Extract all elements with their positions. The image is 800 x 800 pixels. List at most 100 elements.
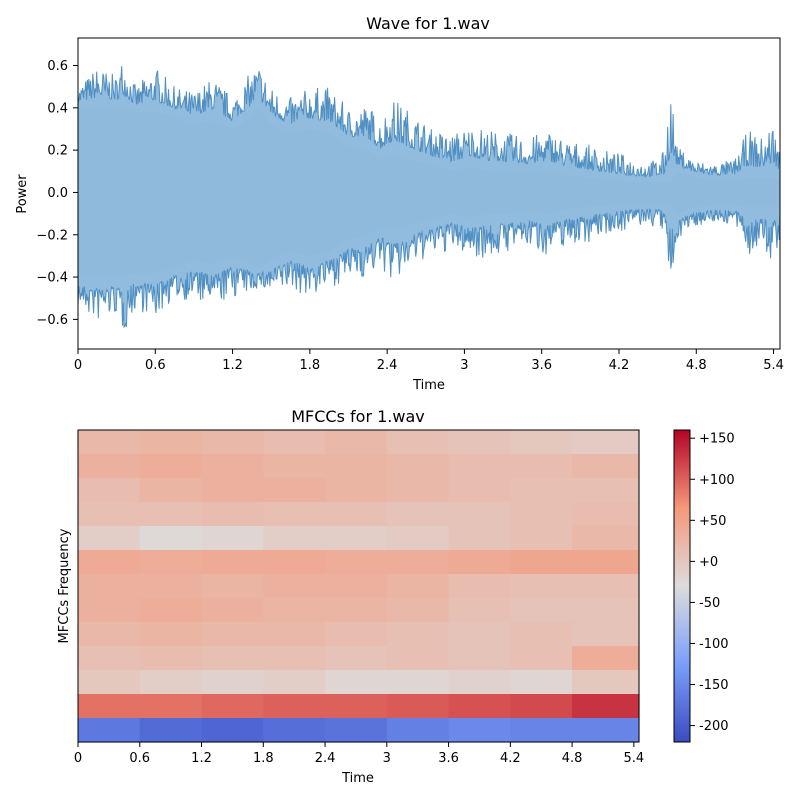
mfcc-cell — [78, 622, 141, 647]
colorbar-gradient — [673, 429, 691, 743]
mfcc-cell — [386, 430, 450, 455]
mfcc-y-label: MFCCs Frequency — [57, 528, 72, 643]
waveform-x-tick-label: 3.6 — [531, 358, 552, 373]
colorbar-tick-label: -150 — [699, 678, 729, 693]
waveform-x-tick-label: 0.6 — [145, 358, 166, 373]
mfcc-cell — [572, 550, 640, 575]
mfcc-cell — [448, 670, 511, 695]
mfcc-cell — [139, 646, 203, 671]
colorbar: +150 +100 +50 +0 -50 -100 -150 -200 — [673, 429, 735, 743]
mfcc-x-tick-label: 0.6 — [129, 751, 150, 766]
waveform-x-tick-label: 4.8 — [686, 358, 707, 373]
mfcc-cell — [325, 670, 388, 695]
mfcc-cell — [448, 430, 511, 455]
mfcc-cell — [572, 670, 640, 695]
mfcc-x-tick-label: 3.6 — [438, 751, 459, 766]
mfcc-cell — [448, 478, 511, 503]
mfcc-x-tick-label: 4.2 — [500, 751, 521, 766]
mfcc-cell — [263, 478, 326, 503]
mfcc-cell — [386, 574, 450, 599]
mfcc-cell — [448, 526, 511, 551]
colorbar-tick-label: +150 — [699, 432, 735, 447]
mfcc-cell — [139, 502, 203, 527]
mfcc-cell — [448, 694, 511, 719]
waveform-axes-frame — [77, 37, 781, 350]
mfcc-cell — [78, 598, 141, 623]
mfcc-x-label: Time — [341, 771, 374, 786]
mfcc-cell — [139, 670, 203, 695]
mfcc-cell — [386, 454, 450, 479]
mfcc-cell — [201, 502, 264, 527]
mfcc-cell — [78, 550, 141, 575]
mfcc-cell — [386, 550, 450, 575]
mfcc-cell — [201, 430, 264, 455]
waveform-x-tick-label: 4.2 — [609, 358, 630, 373]
mfcc-cell — [386, 670, 450, 695]
mfcc-cell — [78, 454, 141, 479]
mfcc-cell — [510, 478, 573, 503]
mfcc-x-tick-label: 1.8 — [253, 751, 274, 766]
waveform-x-tick-label: 1.2 — [222, 358, 243, 373]
mfcc-cell — [448, 646, 511, 671]
mfcc-cell — [510, 670, 573, 695]
mfcc-cell — [139, 430, 203, 455]
mfcc-cell — [263, 718, 326, 743]
waveform-y-tick-label: 0.6 — [47, 59, 68, 74]
mfcc-cell — [448, 550, 511, 575]
mfcc-cell — [201, 550, 264, 575]
mfcc-cell — [78, 502, 141, 527]
mfcc-cell — [325, 526, 388, 551]
mfcc-cell — [386, 694, 450, 719]
mfcc-cell — [325, 718, 388, 743]
waveform-x-tick-label: 5.4 — [763, 358, 784, 373]
waveform-y-axis: −0.6 −0.4 −0.2 0.0 0.2 0.4 0.6 — [36, 59, 78, 328]
mfcc-cell — [263, 550, 326, 575]
mfcc-cell — [139, 478, 203, 503]
mfcc-cell — [448, 718, 511, 743]
mfcc-axes-frame — [77, 429, 640, 743]
waveform-y-label: Power — [15, 174, 30, 214]
mfcc-cell — [201, 526, 264, 551]
mfcc-cell — [201, 574, 264, 599]
mfcc-cell — [572, 646, 640, 671]
mfcc-cell — [139, 574, 203, 599]
mfcc-cell — [325, 478, 388, 503]
waveform-x-axis: 0 0.6 1.2 1.8 2.4 3 3.6 4.2 4.8 5.4 — [74, 349, 784, 373]
waveform-y-tick-label: −0.6 — [36, 313, 68, 328]
mfcc-cell — [263, 694, 326, 719]
waveform-x-tick-label: 3 — [460, 358, 468, 373]
mfcc-heatmap — [78, 430, 640, 743]
mfcc-cell — [201, 454, 264, 479]
mfcc-cell — [78, 670, 141, 695]
mfcc-cell — [78, 574, 141, 599]
mfcc-x-tick-label: 5.4 — [624, 751, 645, 766]
mfcc-cell — [201, 646, 264, 671]
mfcc-cell — [78, 478, 141, 503]
mfcc-x-tick-label: 1.2 — [191, 751, 212, 766]
mfcc-cell — [263, 502, 326, 527]
mfcc-cell — [386, 718, 450, 743]
mfcc-cell — [510, 694, 573, 719]
mfcc-cell — [510, 718, 573, 743]
waveform-y-tick-label: 0.2 — [47, 144, 68, 159]
mfcc-cell — [386, 598, 450, 623]
mfcc-chart: MFCCs for 1.wav 0 0.6 1.2 1.8 2.4 3 3.6 4.2 4.8 5… — [57, 407, 644, 786]
mfcc-cell — [325, 598, 388, 623]
mfcc-cell — [510, 550, 573, 575]
mfcc-cell — [572, 502, 640, 527]
mfcc-cell — [263, 622, 326, 647]
mfcc-cell — [325, 646, 388, 671]
mfcc-cell — [325, 454, 388, 479]
mfcc-cell — [572, 430, 640, 455]
colorbar-tick-label: +100 — [699, 473, 735, 488]
waveform-y-tick-label: −0.2 — [36, 228, 68, 243]
mfcc-cell — [510, 526, 573, 551]
mfcc-cell — [510, 454, 573, 479]
mfcc-cell — [139, 694, 203, 719]
mfcc-cell — [139, 454, 203, 479]
mfcc-cell — [510, 646, 573, 671]
waveform-upper-trace — [78, 66, 780, 179]
mfcc-cell — [201, 694, 264, 719]
mfcc-cell — [201, 598, 264, 623]
mfcc-cell — [201, 622, 264, 647]
